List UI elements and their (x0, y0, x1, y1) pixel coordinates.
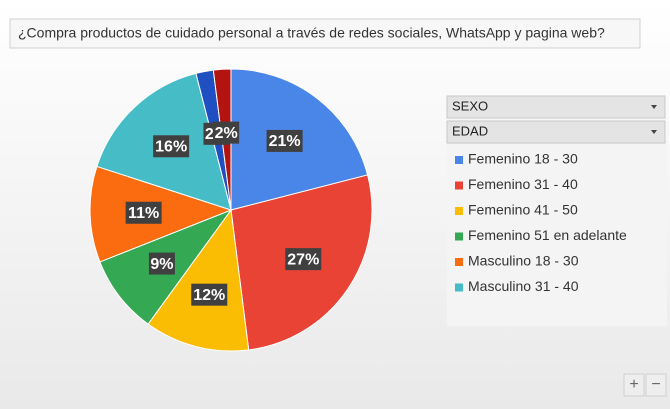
legend-label: Femenino 51 en adelante (468, 227, 627, 243)
data-label-box (213, 121, 240, 144)
zoom-button[interactable] (645, 373, 667, 397)
data-label-box (285, 248, 322, 271)
data-label: 21% (269, 133, 301, 150)
filter-label[interactable]: EDAD (452, 123, 488, 138)
legend-swatch (455, 258, 463, 266)
filter-button[interactable] (446, 120, 666, 144)
data-label: 12% (193, 287, 225, 304)
data-label-box (148, 252, 175, 275)
data-label-box (153, 135, 190, 158)
legend-label: Masculino 18 - 30 (468, 253, 579, 269)
zoom-button[interactable] (623, 373, 645, 397)
legend-label: Femenino 31 - 40 (468, 176, 578, 192)
data-label: 9% (150, 256, 173, 273)
legend-swatch (455, 207, 463, 215)
pie-slice (147, 208, 250, 352)
data-label-box (266, 129, 303, 152)
legend-label: Femenino 41 - 50 (468, 202, 578, 218)
data-label-box (125, 201, 162, 224)
legend-label: Femenino 18 - 30 (468, 151, 578, 167)
data-label: 27% (287, 251, 319, 268)
legend-swatch (455, 232, 463, 241)
data-label-box (191, 283, 228, 306)
zoom-label[interactable]: + (629, 376, 638, 393)
legend-label: Masculino 31 - 40 (468, 278, 579, 294)
legend-swatch (455, 283, 463, 292)
legend-swatch (455, 181, 463, 190)
data-label: 16% (155, 138, 187, 155)
dropdown-arrow[interactable] (651, 105, 657, 109)
legend-swatch (455, 156, 463, 164)
dropdown-arrow[interactable] (651, 130, 657, 134)
title-box (9, 18, 641, 49)
data-label: 11% (128, 205, 159, 222)
chart-title: ¿Compra productos de cuidado personal a … (18, 25, 605, 41)
data-label: 2% (215, 125, 238, 142)
zoom-label[interactable]: − (651, 376, 660, 393)
legend-panel (447, 140, 667, 326)
filter-label[interactable]: SEXO (452, 98, 488, 113)
filter-button[interactable] (446, 95, 666, 119)
